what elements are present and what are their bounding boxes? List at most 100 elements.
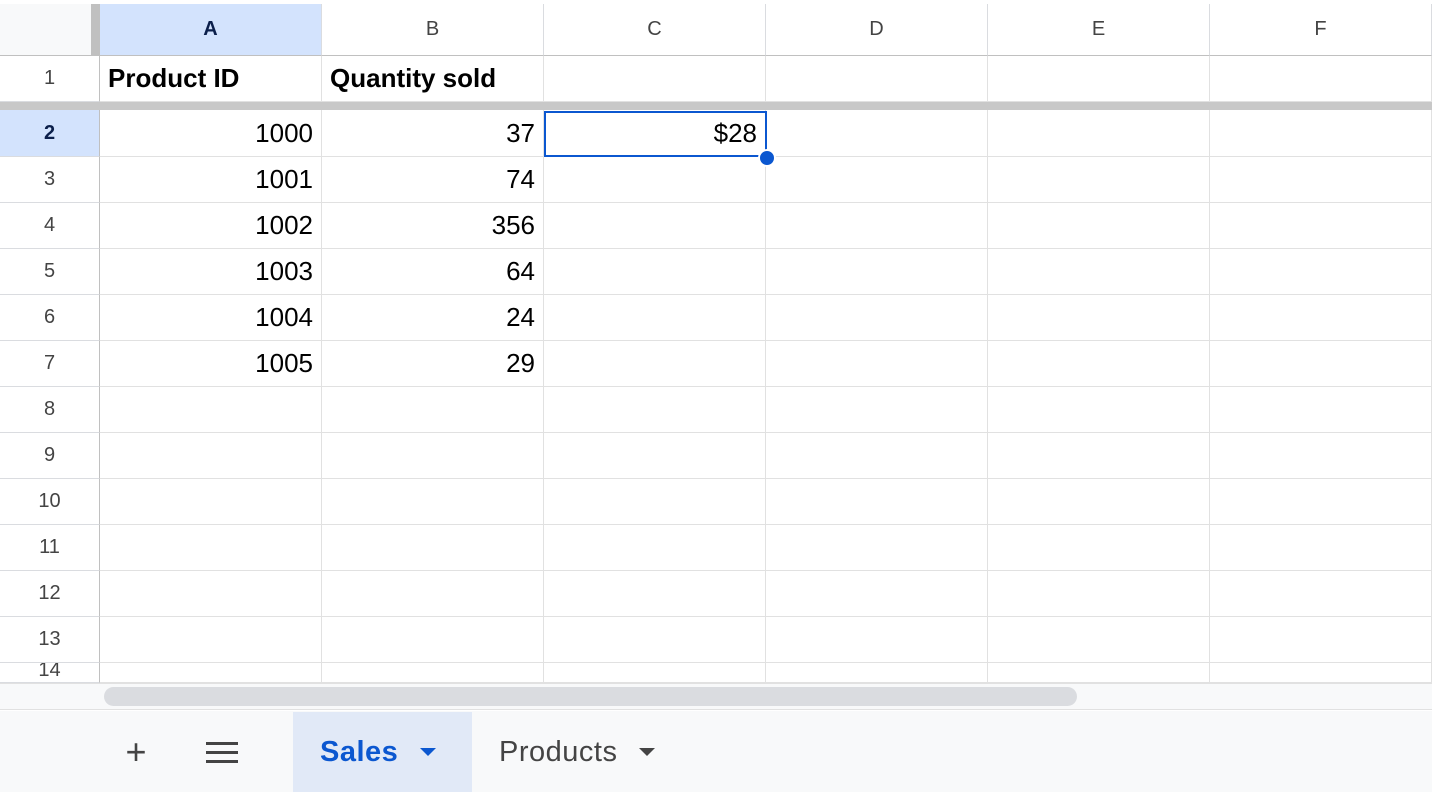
cell-c11[interactable] [544, 525, 766, 571]
select-all-corner[interactable] [0, 4, 100, 56]
cell-d12[interactable] [766, 571, 988, 617]
row-header-10[interactable]: 10 [0, 479, 100, 525]
cell-c7[interactable] [544, 341, 766, 387]
cell-e14[interactable] [988, 663, 1210, 683]
sheet-tab-products[interactable]: Products [472, 712, 702, 792]
cell-e9[interactable] [988, 433, 1210, 479]
row-header-6[interactable]: 6 [0, 295, 100, 341]
cell-d3[interactable] [766, 157, 988, 203]
cell-e4[interactable] [988, 203, 1210, 249]
cell-b13[interactable] [322, 617, 544, 663]
cell-e8[interactable] [988, 387, 1210, 433]
cell-a4[interactable]: 1002 [100, 203, 322, 249]
cell-a10[interactable] [100, 479, 322, 525]
column-header-f[interactable]: F [1210, 4, 1432, 56]
cell-a5[interactable]: 1003 [100, 249, 322, 295]
cell-c3[interactable] [544, 157, 766, 203]
cell-f9[interactable] [1210, 433, 1432, 479]
cell-b1[interactable]: Quantity sold [322, 56, 544, 102]
row-header-14[interactable]: 14 [0, 663, 100, 683]
cell-e1[interactable] [988, 56, 1210, 102]
cell-a3[interactable]: 1001 [100, 157, 322, 203]
cell-f6[interactable] [1210, 295, 1432, 341]
cell-a11[interactable] [100, 525, 322, 571]
cell-d13[interactable] [766, 617, 988, 663]
cell-f3[interactable] [1210, 157, 1432, 203]
cell-a8[interactable] [100, 387, 322, 433]
cell-e13[interactable] [988, 617, 1210, 663]
cell-f13[interactable] [1210, 617, 1432, 663]
row-header-13[interactable]: 13 [0, 617, 100, 663]
cell-c5[interactable] [544, 249, 766, 295]
cell-a9[interactable] [100, 433, 322, 479]
row-header-5[interactable]: 5 [0, 249, 100, 295]
cell-f8[interactable] [1210, 387, 1432, 433]
cell-f7[interactable] [1210, 341, 1432, 387]
cell-e3[interactable] [988, 157, 1210, 203]
cell-b9[interactable] [322, 433, 544, 479]
cell-a1[interactable]: Product ID [100, 56, 322, 102]
cell-c9[interactable] [544, 433, 766, 479]
cell-d1[interactable] [766, 56, 988, 102]
cell-c13[interactable] [544, 617, 766, 663]
cell-e7[interactable] [988, 341, 1210, 387]
add-sheet-button[interactable]: + [116, 730, 156, 774]
column-header-e[interactable]: E [988, 4, 1210, 56]
cell-b4[interactable]: 356 [322, 203, 544, 249]
row-header-3[interactable]: 3 [0, 157, 100, 203]
row-header-1[interactable]: 1 [0, 56, 100, 102]
cell-f2[interactable] [1210, 110, 1432, 157]
cell-c10[interactable] [544, 479, 766, 525]
cell-a12[interactable] [100, 571, 322, 617]
caret-down-icon[interactable] [639, 748, 656, 756]
column-header-b[interactable]: B [322, 4, 544, 56]
row-header-12[interactable]: 12 [0, 571, 100, 617]
cell-b7[interactable]: 29 [322, 341, 544, 387]
cell-d11[interactable] [766, 525, 988, 571]
cell-b10[interactable] [322, 479, 544, 525]
row-header-8[interactable]: 8 [0, 387, 100, 433]
all-sheets-button[interactable] [204, 740, 240, 764]
cell-d10[interactable] [766, 479, 988, 525]
cell-f11[interactable] [1210, 525, 1432, 571]
cell-e11[interactable] [988, 525, 1210, 571]
row-header-2[interactable]: 2 [0, 110, 100, 157]
cell-d6[interactable] [766, 295, 988, 341]
cell-f12[interactable] [1210, 571, 1432, 617]
freeze-divider[interactable] [0, 102, 1432, 110]
cell-e5[interactable] [988, 249, 1210, 295]
cell-d4[interactable] [766, 203, 988, 249]
cell-a6[interactable]: 1004 [100, 295, 322, 341]
cell-b2[interactable]: 37 [322, 110, 544, 157]
caret-down-icon[interactable] [420, 748, 437, 756]
cell-d14[interactable] [766, 663, 988, 683]
cell-d9[interactable] [766, 433, 988, 479]
cell-a14[interactable] [100, 663, 322, 683]
cell-e12[interactable] [988, 571, 1210, 617]
horizontal-scrollbar[interactable] [104, 687, 1077, 706]
cell-d8[interactable] [766, 387, 988, 433]
cell-b11[interactable] [322, 525, 544, 571]
column-header-a[interactable]: A [100, 4, 322, 56]
cell-f14[interactable] [1210, 663, 1432, 683]
sheet-tab-sales[interactable]: Sales [293, 712, 472, 792]
cell-f5[interactable] [1210, 249, 1432, 295]
cell-c12[interactable] [544, 571, 766, 617]
cell-a7[interactable]: 1005 [100, 341, 322, 387]
row-header-7[interactable]: 7 [0, 341, 100, 387]
cell-b8[interactable] [322, 387, 544, 433]
cell-b6[interactable]: 24 [322, 295, 544, 341]
cell-c1[interactable] [544, 56, 766, 102]
cell-b12[interactable] [322, 571, 544, 617]
cell-d7[interactable] [766, 341, 988, 387]
cell-c6[interactable] [544, 295, 766, 341]
column-header-d[interactable]: D [766, 4, 988, 56]
row-header-11[interactable]: 11 [0, 525, 100, 571]
cell-e6[interactable] [988, 295, 1210, 341]
cell-c4[interactable] [544, 203, 766, 249]
cell-a13[interactable] [100, 617, 322, 663]
cell-d5[interactable] [766, 249, 988, 295]
cell-d2[interactable] [766, 110, 988, 157]
cell-b14[interactable] [322, 663, 544, 683]
cell-c14[interactable] [544, 663, 766, 683]
